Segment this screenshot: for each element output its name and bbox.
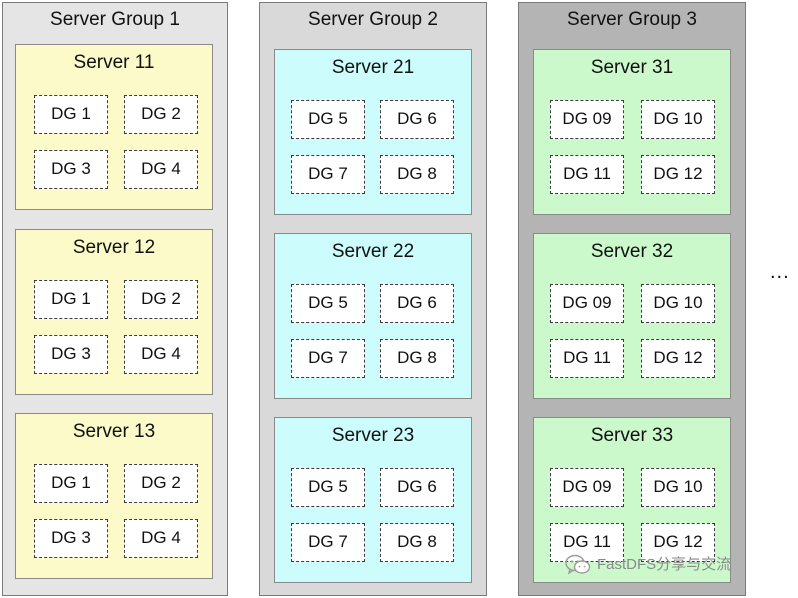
dg-box: DG 8 [380, 339, 454, 378]
server-title: Server 23 [331, 425, 415, 446]
dg-box: DG 09 [550, 284, 624, 323]
server-group-2: Server Group 2 Server 21 DG 5 DG 6 DG 7 … [259, 2, 487, 596]
dg-box: DG 10 [641, 100, 715, 139]
dg-box: DG 8 [380, 523, 454, 562]
dg-box: DG 2 [124, 464, 198, 503]
dg-box: DG 1 [34, 280, 108, 319]
server-title: Server 11 [73, 52, 155, 73]
wechat-icon [565, 554, 591, 575]
dg-box: DG 5 [291, 468, 365, 507]
server-12: Server 12 DG 1 DG 2 DG 3 DG 4 [15, 229, 213, 395]
server-11: Server 11 DG 1 DG 2 DG 3 DG 4 [15, 44, 213, 210]
server-title: Server 33 [590, 425, 674, 446]
dg-box: DG 7 [291, 523, 365, 562]
dg-box: DG 09 [550, 468, 624, 507]
server-group-1: Server Group 1 Server 11 DG 1 DG 2 DG 3 … [2, 2, 228, 596]
server-title: Server 12 [72, 237, 156, 258]
dg-box: DG 4 [124, 519, 198, 558]
dg-box: DG 11 [550, 155, 624, 194]
dg-box: DG 12 [641, 523, 715, 562]
dg-box: DG 2 [124, 280, 198, 319]
server-group-3: Server Group 3 Server 31 DG 09 DG 10 DG … [518, 2, 746, 596]
more-groups-ellipsis: ... [770, 261, 790, 283]
server-title: Server 32 [590, 241, 674, 262]
dg-box: DG 10 [641, 468, 715, 507]
server-22: Server 22 DG 5 DG 6 DG 7 DG 8 [274, 233, 472, 399]
group-title: Server Group 1 [50, 9, 180, 30]
server-23: Server 23 DG 5 DG 6 DG 7 DG 8 [274, 417, 472, 583]
server-33: Server 33 DG 09 DG 10 DG 11 DG 12 [533, 417, 731, 583]
server-32: Server 32 DG 09 DG 10 DG 11 DG 12 [533, 233, 731, 399]
server-31: Server 31 DG 09 DG 10 DG 11 DG 12 [533, 49, 731, 215]
dg-box: DG 5 [291, 284, 365, 323]
server-21: Server 21 DG 5 DG 6 DG 7 DG 8 [274, 49, 472, 215]
watermark-text: FastDFS分享与交流 [597, 556, 732, 573]
dg-box: DG 10 [641, 284, 715, 323]
dg-box: DG 7 [291, 339, 365, 378]
dg-box: DG 2 [124, 95, 198, 134]
dg-box: DG 12 [641, 339, 715, 378]
watermark: FastDFS分享与交流 [565, 553, 785, 577]
server-title: Server 13 [72, 421, 156, 442]
server-title: Server 31 [590, 57, 674, 78]
dg-box: DG 11 [550, 523, 624, 562]
group-title: Server Group 2 [308, 9, 438, 30]
dg-box: DG 3 [34, 335, 108, 374]
dg-box: DG 1 [34, 95, 108, 134]
dg-box: DG 6 [380, 100, 454, 139]
dg-box: DG 6 [380, 284, 454, 323]
server-title: Server 22 [331, 241, 415, 262]
dg-box: DG 1 [34, 464, 108, 503]
dg-box: DG 3 [34, 519, 108, 558]
dg-box: DG 3 [34, 150, 108, 189]
dg-box: DG 5 [291, 100, 365, 139]
dg-box: DG 09 [550, 100, 624, 139]
server-13: Server 13 DG 1 DG 2 DG 3 DG 4 [15, 413, 213, 579]
dg-box: DG 4 [124, 335, 198, 374]
server-title: Server 21 [331, 57, 415, 78]
dg-box: DG 12 [641, 155, 715, 194]
dg-box: DG 4 [124, 150, 198, 189]
dg-box: DG 6 [380, 468, 454, 507]
dg-box: DG 7 [291, 155, 365, 194]
dg-box: DG 8 [380, 155, 454, 194]
dg-box: DG 11 [550, 339, 624, 378]
group-title: Server Group 3 [567, 9, 697, 30]
